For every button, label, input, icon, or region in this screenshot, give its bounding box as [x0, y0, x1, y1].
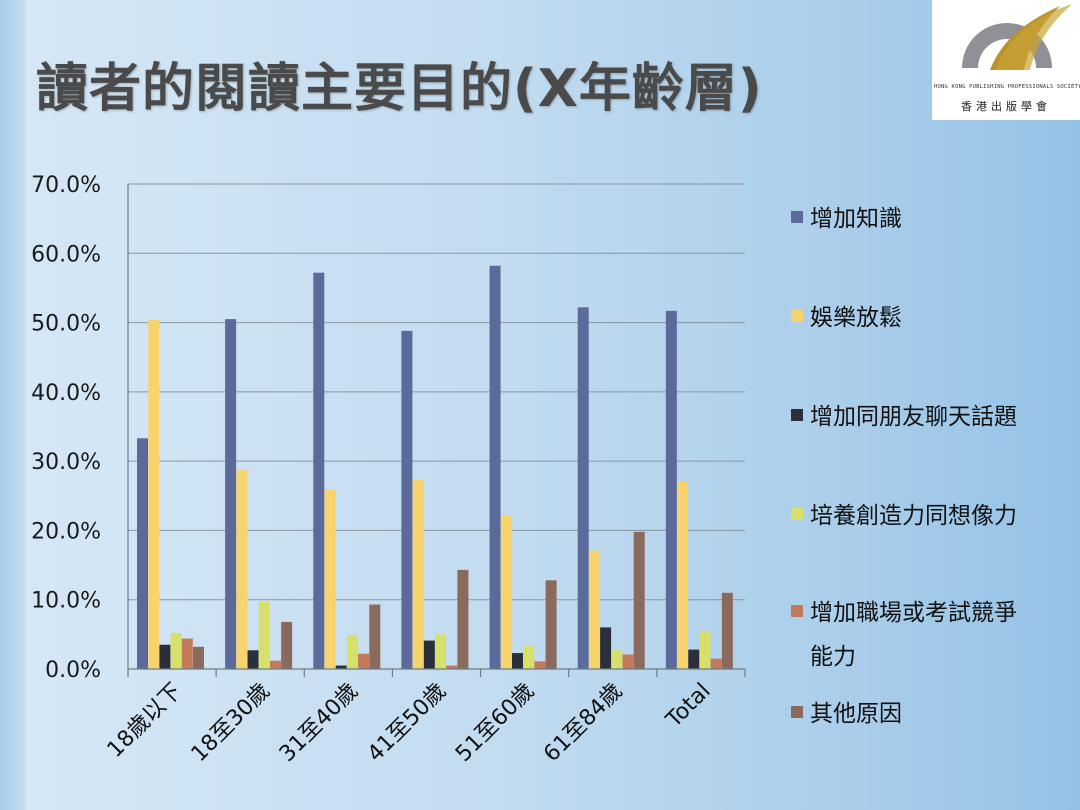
slide-title: 讀者的閱讀主要目的(X年齡層) — [36, 59, 763, 119]
bar-2-2 — [236, 470, 248, 669]
y-tick-label: 20.0% — [31, 519, 101, 544]
y-tick-label: 50.0% — [31, 312, 101, 337]
bar-6-2 — [281, 621, 293, 669]
x-category-label: 18歲以下 — [103, 679, 187, 763]
legend-swatch — [791, 706, 803, 718]
bar-4-2 — [258, 601, 270, 669]
bar-1-2 — [225, 319, 237, 669]
bar-2-7 — [677, 481, 689, 669]
bar-5-1 — [181, 638, 193, 669]
bar-6-3 — [369, 604, 381, 669]
bar-1-3 — [313, 272, 325, 669]
y-tick-label: 40.0% — [31, 381, 101, 406]
logo-emblem-icon — [962, 4, 1072, 70]
bar-3-3 — [335, 665, 347, 669]
y-tick-label: 70.0% — [31, 173, 101, 198]
legend-label: 娛樂放鬆 — [810, 305, 902, 331]
bar-4-4 — [435, 634, 447, 669]
bar-2-4 — [412, 479, 424, 669]
bar-5-4 — [446, 665, 458, 669]
y-tick-label: 60.0% — [31, 242, 101, 267]
bar-1-4 — [401, 330, 413, 669]
legend-label: 能力 — [810, 644, 856, 670]
bar-1-1 — [137, 438, 148, 669]
bar-1-5 — [489, 265, 501, 669]
bar-4-3 — [346, 635, 358, 669]
legend-swatch — [791, 211, 803, 223]
y-tick-label: 0.0% — [45, 658, 101, 683]
left-decor-strip — [0, 0, 26, 810]
legend-swatch — [791, 605, 803, 617]
logo-org-en: HONG KONG PUBLISHING PROFESSIONALS SOCIE… — [934, 84, 1080, 90]
legend-swatch — [791, 409, 803, 421]
legend-label: 其他原因 — [810, 701, 902, 727]
bar-6-5 — [545, 580, 557, 669]
x-category-label: 51至60歲 — [451, 679, 539, 767]
legend-swatch — [791, 310, 803, 322]
bar-2-1 — [148, 319, 160, 669]
legend-label: 增加同朋友聊天話題 — [810, 404, 1017, 430]
bar-1-7 — [665, 310, 677, 669]
bar-3-4 — [423, 640, 435, 669]
publisher-logo: HONG KONG PUBLISHING PROFESSIONALS SOCIE… — [932, 0, 1080, 120]
bar-5-5 — [534, 661, 546, 669]
bar-5-3 — [358, 653, 370, 669]
bar-2-6 — [588, 550, 600, 669]
y-tick-label: 30.0% — [31, 450, 101, 475]
bar-6-7 — [721, 592, 733, 669]
bar-3-2 — [247, 650, 259, 669]
bar-3-7 — [688, 649, 700, 669]
x-category-label: Total — [661, 679, 716, 734]
y-tick-label: 10.0% — [31, 589, 101, 614]
bar-5-2 — [269, 660, 281, 669]
legend-label: 增加知識 — [810, 206, 902, 232]
bar-6-1 — [193, 646, 204, 669]
bar-3-1 — [159, 644, 171, 669]
bar-4-7 — [699, 630, 711, 669]
legend-label: 增加職場或考試競爭 — [810, 600, 1017, 626]
x-category-label: 31至40歲 — [275, 679, 363, 767]
bar-2-3 — [324, 489, 336, 669]
bar-6-6 — [633, 531, 645, 669]
bar-4-1 — [170, 632, 182, 669]
bar-6-4 — [457, 569, 469, 669]
logo-org-zh: 香港出版學會 — [961, 100, 1051, 113]
legend-swatch — [791, 508, 803, 520]
bar-3-6 — [600, 627, 612, 669]
bar-2-5 — [500, 515, 512, 669]
bar-5-6 — [622, 654, 634, 669]
legend-label: 培養創造力同想像力 — [810, 503, 1017, 529]
x-category-label: 61至84歲 — [539, 679, 627, 767]
x-category-label: 18至30歲 — [187, 679, 275, 767]
bar-1-6 — [577, 307, 589, 669]
bar-5-7 — [710, 658, 722, 669]
x-category-label: 41至50歲 — [363, 679, 451, 767]
bar-4-5 — [523, 646, 535, 669]
bar-3-5 — [511, 653, 523, 669]
bar-4-6 — [611, 650, 623, 669]
